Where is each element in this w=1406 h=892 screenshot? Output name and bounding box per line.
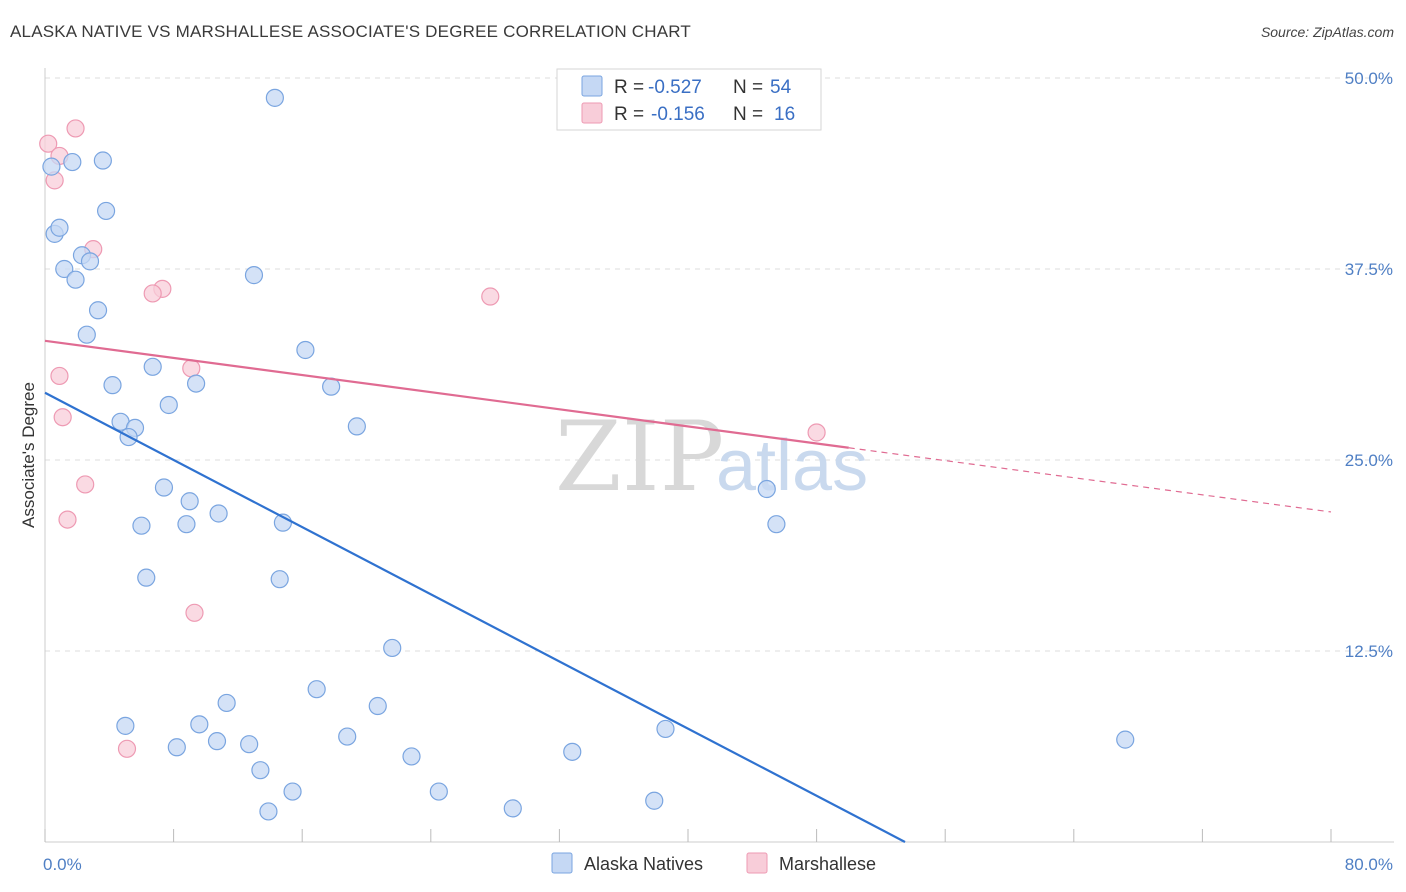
alaska-native-point [55, 259, 74, 279]
alaska-native-point [137, 568, 156, 587]
alaska-native-point [645, 791, 664, 810]
alaska-native-point [63, 152, 82, 172]
y-tick-label-1: 25.0% [1345, 451, 1393, 470]
marshallese-point [807, 423, 826, 442]
alaska-native-point [217, 693, 236, 713]
alaska-native-point [338, 727, 357, 746]
alaska-native-point [265, 88, 284, 107]
alaska-native-point [259, 802, 278, 821]
alaska-native-point [180, 492, 199, 511]
alaska-native-point [177, 515, 196, 534]
series-legend-swatch-alaska [551, 852, 573, 874]
alaska-native-point [190, 715, 209, 734]
alaska-native-point [757, 479, 776, 499]
alaska-native-point [159, 395, 178, 415]
series-legend-label-marshallese: Marshallese [779, 854, 876, 874]
alaska-native-point [132, 516, 151, 535]
alaska-native-point [503, 799, 522, 818]
alaska-native-point [88, 301, 108, 320]
marshallese-point [481, 287, 500, 306]
watermark: ZIP atlas [555, 401, 868, 513]
alaska-native-point [296, 340, 315, 360]
alaska-native-point [368, 696, 387, 716]
tick-labels: 12.5% 25.0% 37.5% 50.0% 0.0% 80.0% [43, 69, 1393, 874]
alaska-native-point [656, 719, 675, 739]
legend-n-value-alaska: 54 [770, 77, 792, 98]
legend-n-value-marshallese: 16 [774, 104, 795, 125]
alaska-native-point [93, 151, 112, 170]
trend-lines [44, 339, 1332, 843]
marshallese-point [185, 603, 204, 622]
alaska-natives-trend-line [44, 391, 906, 843]
marshallese-trend-extension [848, 447, 1332, 513]
alaska-native-point [383, 638, 402, 658]
marshallese-point [66, 119, 85, 138]
series-legend: Alaska Natives Marshallese [551, 852, 876, 874]
alaska-native-point [143, 357, 162, 376]
legend-swatch-alaska [581, 75, 603, 97]
y-tick-label-0: 12.5% [1345, 642, 1393, 661]
alaska-native-point [207, 732, 227, 751]
legend-r-value-alaska: -0.527 [648, 77, 702, 98]
legend-r-label-alaska: R = [614, 77, 644, 98]
alaska-native-point [1116, 730, 1135, 749]
legend-n-label-alaska: N = [733, 77, 763, 98]
alaska-native-point [103, 376, 122, 395]
watermark-atlas: atlas [716, 426, 868, 506]
y-tick-label-2: 37.5% [1345, 260, 1393, 279]
alaska-native-point [116, 716, 135, 735]
watermark-zip: ZIP [555, 401, 724, 513]
alaska-native-point [187, 374, 206, 393]
alaska-native-point [307, 680, 326, 699]
series-legend-label-alaska: Alaska Natives [584, 854, 703, 874]
marshallese-point [39, 134, 58, 153]
alaska-native-point [240, 735, 259, 754]
alaska-native-point [42, 157, 61, 176]
marshallese-point [50, 366, 69, 386]
marshallese-point [117, 739, 137, 758]
alaska-native-point [251, 761, 270, 780]
marshallese-point [58, 510, 77, 529]
axes [44, 68, 1394, 843]
legend-swatch-marshallese [581, 102, 603, 124]
y-tick-label-3: 50.0% [1345, 69, 1393, 88]
alaska-native-point [270, 570, 289, 589]
alaska-native-point [50, 218, 69, 237]
alaska-native-point [767, 515, 786, 534]
marshallese-point [143, 284, 162, 303]
x-tick-label-min: 0.0% [43, 855, 82, 874]
marshallese-point [182, 359, 201, 378]
alaska-native-point [429, 782, 448, 801]
series-legend-swatch-marshallese [746, 852, 768, 874]
source-label: Source: ZipAtlas.com [1260, 24, 1394, 40]
alaska-native-point [66, 270, 85, 289]
alaska-native-point [347, 417, 366, 436]
alaska-native-point [96, 201, 116, 221]
marshallese-point [76, 475, 95, 494]
marshallese-point [53, 408, 72, 427]
marshallese-trend-line [44, 339, 849, 449]
alaska-native-point [77, 325, 96, 344]
alaska-native-point [154, 478, 174, 497]
legend-r-label-marshallese: R = [614, 104, 644, 125]
stats-legend: R = -0.527 N = 54 R = -0.156 N = 16 [556, 68, 822, 131]
alaska-native-point [167, 738, 186, 757]
chart-title: ALASKA NATIVE VS MARSHALLESE ASSOCIATE'S… [10, 22, 692, 41]
alaska-native-point [283, 782, 302, 801]
alaska-natives-points [42, 88, 1135, 821]
alaska-native-point [80, 252, 100, 271]
alaska-native-point [244, 266, 264, 285]
legend-r-value-marshallese: -0.156 [651, 104, 705, 125]
y-axis-title: Associate's Degree [19, 382, 38, 528]
gridlines [45, 77, 1394, 652]
alaska-native-point [402, 747, 421, 766]
legend-n-label-marshallese: N = [733, 104, 763, 125]
alaska-native-point [209, 504, 228, 523]
alaska-native-point [563, 742, 582, 761]
x-tick-label-max: 80.0% [1345, 855, 1393, 874]
